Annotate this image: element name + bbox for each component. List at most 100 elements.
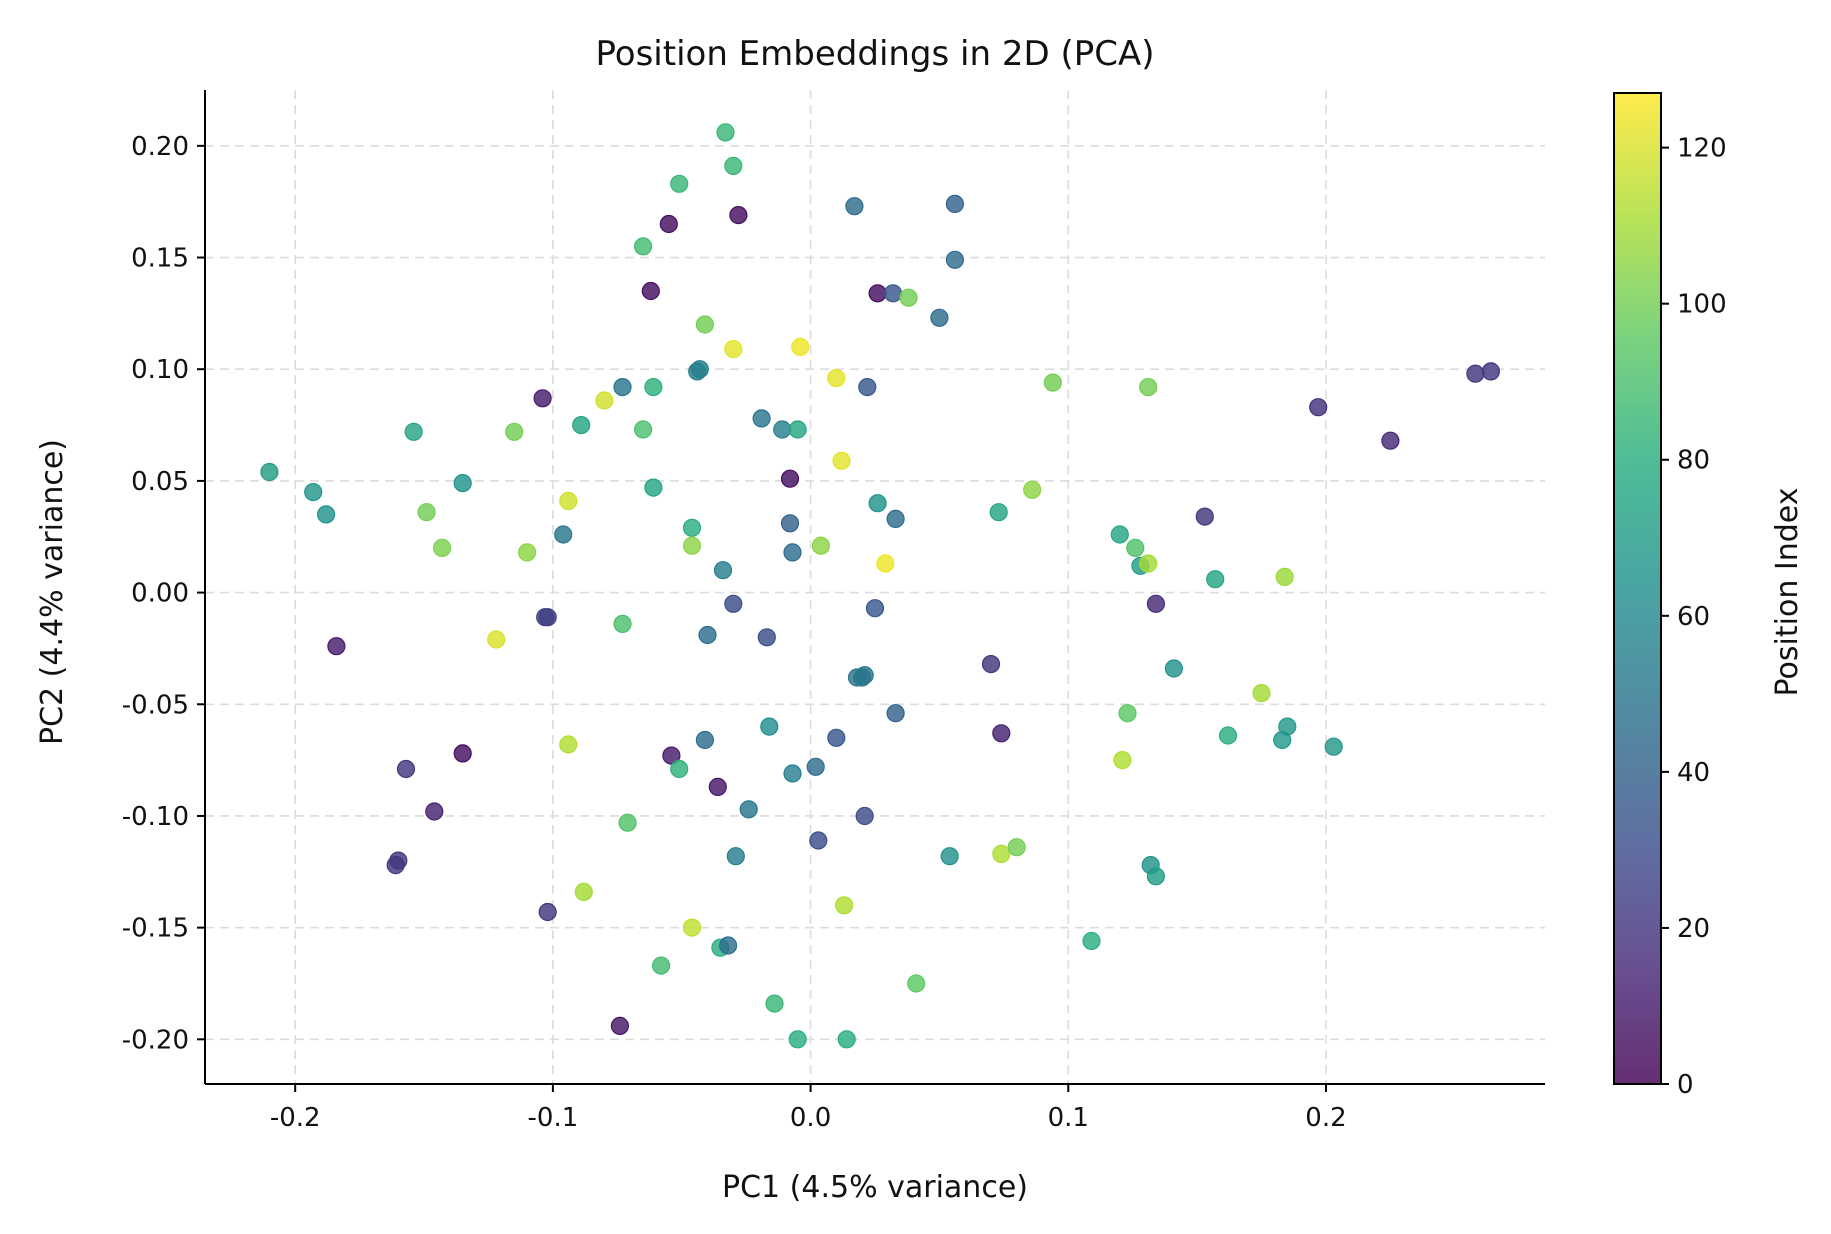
data-point [729, 206, 748, 225]
data-point [613, 378, 632, 397]
x-tick-label: 0.1 [1048, 1103, 1089, 1133]
data-point [682, 518, 702, 537]
y-tick-label: -0.05 [122, 690, 189, 720]
y-tick-label: -0.10 [122, 802, 189, 832]
data-point [1146, 594, 1166, 613]
data-point [1118, 704, 1137, 723]
data-point [417, 503, 436, 522]
data-point [806, 757, 825, 776]
data-point [595, 391, 614, 410]
data-point [517, 543, 537, 562]
data-point [1275, 567, 1294, 587]
data-point [1481, 362, 1501, 381]
data-point [930, 308, 949, 327]
data-point [834, 896, 854, 915]
data-point [858, 378, 877, 397]
data-point [992, 844, 1011, 864]
data-point [641, 281, 660, 301]
data-point [505, 422, 524, 441]
data-point [945, 194, 965, 213]
data-point [827, 369, 846, 388]
colorbar-tick-label: 100 [1677, 290, 1727, 320]
data-point [396, 759, 416, 779]
data-point [1218, 726, 1238, 745]
data-point [989, 503, 1008, 522]
y-axis-label: PC2 (4.4% variance) [35, 439, 70, 745]
data-point [659, 214, 678, 234]
data-point [724, 594, 743, 613]
data-point [811, 536, 831, 555]
data-point [433, 538, 452, 558]
data-point [487, 630, 506, 649]
x-tick-label: 0.0 [790, 1103, 831, 1133]
data-point [574, 882, 593, 902]
data-point [453, 744, 472, 763]
data-point [1023, 480, 1042, 499]
data-point [708, 777, 727, 797]
data-point [809, 831, 828, 850]
data-point [260, 462, 279, 482]
data-point [1126, 538, 1145, 558]
data-point [682, 918, 702, 937]
colorbar-tick-label: 80 [1677, 446, 1710, 476]
y-tick-label: -0.20 [122, 1025, 189, 1055]
data-point [327, 637, 346, 656]
data-point [317, 505, 336, 524]
data-point [757, 628, 776, 647]
data-point [304, 483, 323, 502]
colorbar-label: Position Index [1770, 488, 1805, 697]
data-point [780, 514, 800, 533]
data-point [992, 724, 1011, 743]
colorbar-gradient [1613, 92, 1662, 1085]
data-point [855, 666, 874, 685]
data-point [886, 509, 905, 529]
y-tick-label: 0.05 [131, 467, 189, 497]
data-point [633, 237, 653, 256]
colorbar-tick-label: 60 [1677, 602, 1710, 632]
data-point [827, 728, 846, 747]
data-point [698, 625, 717, 645]
data-point [783, 543, 802, 562]
data-point [1043, 373, 1062, 392]
data-point [404, 422, 423, 441]
data-point [940, 847, 959, 866]
y-tick-label: 0.10 [131, 355, 189, 385]
data-point [644, 478, 663, 497]
data-point [425, 802, 444, 821]
data-point [554, 525, 573, 544]
y-tick-label: 0.00 [131, 579, 189, 609]
data-point [386, 855, 405, 875]
data-point [724, 156, 743, 175]
data-point [618, 813, 637, 832]
data-point [572, 416, 591, 435]
y-tick-label: -0.15 [122, 914, 189, 944]
data-point [1206, 570, 1225, 589]
data-point [855, 806, 874, 826]
data-point [1139, 554, 1158, 573]
data-point [613, 614, 632, 634]
data-point [695, 315, 715, 334]
data-point [1007, 838, 1026, 857]
colorbar-tick-label: 20 [1677, 914, 1710, 944]
data-point [845, 197, 864, 216]
data-point [788, 1030, 807, 1049]
data-point [899, 288, 918, 307]
colorbar: 0 20 40 60 80 100 120 [1613, 92, 1727, 1100]
data-point [907, 974, 926, 993]
data-point [538, 902, 557, 922]
data-point [533, 389, 552, 408]
data-point [688, 362, 707, 381]
data-point [945, 250, 965, 269]
data-point [633, 420, 653, 439]
axes-layer: -0.2 -0.1 0.0 0.1 0.2 -0.20 -0.15 -0.10 -0.05 0.0… [122, 90, 1545, 1133]
data-point [780, 469, 800, 488]
data-point [1309, 398, 1328, 417]
data-point [1164, 659, 1184, 678]
data-point [752, 409, 771, 428]
colorbar-tick-label: 40 [1677, 758, 1710, 788]
grid-layer [205, 90, 1545, 1084]
data-point [883, 284, 903, 303]
data-point [1324, 737, 1343, 756]
data-point [610, 1016, 630, 1036]
